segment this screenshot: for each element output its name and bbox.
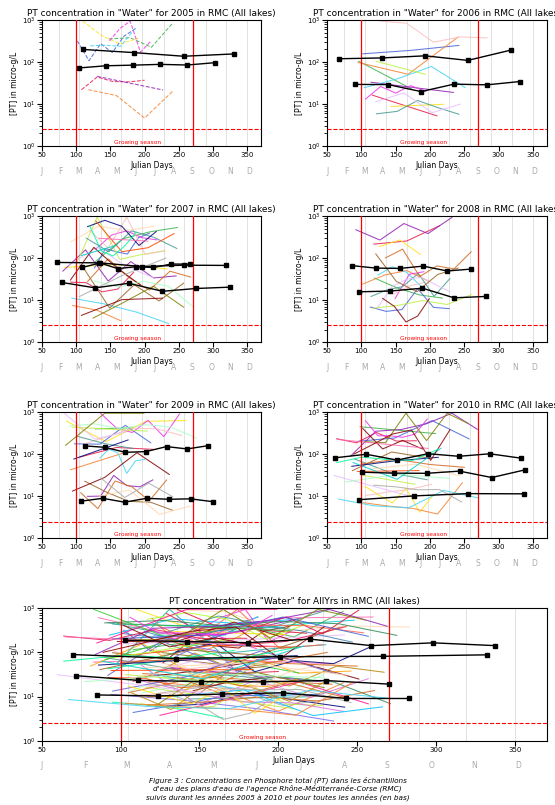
X-axis label: Julian Days: Julian Days xyxy=(273,756,316,765)
X-axis label: Julian Days: Julian Days xyxy=(416,161,458,170)
X-axis label: Julian Days: Julian Days xyxy=(130,161,173,170)
Y-axis label: [PT] in micro-g/L: [PT] in micro-g/L xyxy=(10,444,19,507)
X-axis label: Julian Days: Julian Days xyxy=(416,553,458,562)
Title: PT concentration in "Water" for 2010 in RMC (All lakes): PT concentration in "Water" for 2010 in … xyxy=(312,401,555,410)
X-axis label: Julian Days: Julian Days xyxy=(130,553,173,562)
Text: Growing season: Growing season xyxy=(114,140,161,145)
Title: PT concentration in "Water" for 2009 in RMC (All lakes): PT concentration in "Water" for 2009 in … xyxy=(27,401,276,410)
Text: Growing season: Growing season xyxy=(114,532,161,538)
Y-axis label: [PT] in micro-g/L: [PT] in micro-g/L xyxy=(295,248,304,311)
Text: Growing season: Growing season xyxy=(400,336,447,341)
Y-axis label: [PT] in micro-g/L: [PT] in micro-g/L xyxy=(10,52,19,115)
Title: PT concentration in "Water" for AllYrs in RMC (All lakes): PT concentration in "Water" for AllYrs i… xyxy=(169,597,420,606)
Text: Growing season: Growing season xyxy=(239,734,286,740)
Title: PT concentration in "Water" for 2007 in RMC (All lakes): PT concentration in "Water" for 2007 in … xyxy=(27,205,276,214)
Title: PT concentration in "Water" for 2006 in RMC (All lakes): PT concentration in "Water" for 2006 in … xyxy=(312,9,555,18)
Y-axis label: [PT] in micro-g/L: [PT] in micro-g/L xyxy=(10,248,19,311)
Y-axis label: [PT] in micro-g/L: [PT] in micro-g/L xyxy=(295,444,304,507)
Title: PT concentration in "Water" for 2008 in RMC (All lakes): PT concentration in "Water" for 2008 in … xyxy=(312,205,555,214)
Y-axis label: [PT] in micro-g/L: [PT] in micro-g/L xyxy=(295,52,304,115)
Title: PT concentration in "Water" for 2005 in RMC (All lakes): PT concentration in "Water" for 2005 in … xyxy=(27,9,276,18)
Text: Growing season: Growing season xyxy=(400,140,447,145)
Text: Growing season: Growing season xyxy=(114,336,161,341)
X-axis label: Julian Days: Julian Days xyxy=(130,357,173,366)
Text: Growing season: Growing season xyxy=(400,532,447,538)
Text: Figure 3 : Concentrations en Phosphore total (PT) dans les échantillons
d'eau de: Figure 3 : Concentrations en Phosphore t… xyxy=(145,776,410,801)
Y-axis label: [PT] in micro-g/L: [PT] in micro-g/L xyxy=(10,643,19,706)
X-axis label: Julian Days: Julian Days xyxy=(416,357,458,366)
